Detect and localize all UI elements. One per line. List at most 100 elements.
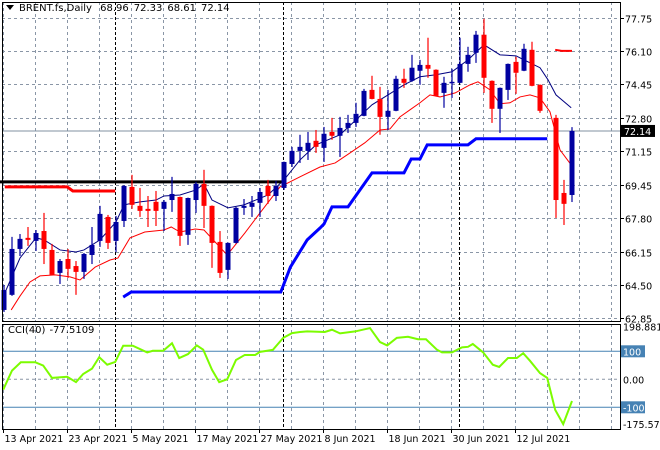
price-label: 67.80 [625,215,652,226]
price-label: 62.85 [625,315,652,326]
date-label: 13 Apr 2021 [5,434,64,445]
candle-bull [17,238,23,249]
candle-bull [249,202,255,207]
candle-bull [233,207,239,243]
price-label: 72.80 [625,115,652,126]
candle-bear [401,78,407,83]
cci-value: -77.5109 [49,325,95,336]
candle-bull [281,161,287,188]
cci-axis-label: -175.579 [623,420,660,431]
candle-bull [241,205,247,208]
candle-bull [257,191,263,203]
candle-bull [305,142,311,151]
candle-bear [265,185,271,196]
candle-bull [385,110,391,117]
cci-panel-border [2,324,621,430]
candle-bull [113,221,119,241]
candle-bear [561,192,567,204]
candle-bull [497,87,503,109]
candle-bull [505,63,511,90]
candle-bear [513,61,519,73]
candle-bull [449,81,455,84]
price-label: 66.15 [625,249,652,260]
price-label: 64.50 [625,282,652,293]
candle-bull [9,248,15,295]
candle-bull [465,54,471,64]
candle-bear [425,64,431,69]
candle-bull [441,82,447,93]
candle-bear [217,241,223,273]
price-label: 77.75 [625,15,652,26]
resistance-red-line [4,185,116,193]
cci-level-badge [621,401,645,414]
candle-bear [49,249,55,275]
cci-name: CCI(40) [8,325,46,336]
candle-bear [105,216,111,243]
ma-slow-line [10,81,572,311]
candle-bear [129,186,135,205]
candle-bull [473,34,479,53]
candle-bull [169,193,175,201]
candle-bull [569,130,575,195]
candle-bull [289,150,295,164]
price-label: 69.45 [625,182,652,193]
candle-bear [537,84,543,111]
candle-bear [489,80,495,109]
date-label: 30 Jun 2021 [453,434,510,445]
current-price-label: 72.14 [624,127,651,138]
candle-bear [145,208,151,211]
chart-frame [2,2,621,430]
chart-header: BRENT.fs,Daily 68.96 72.33 68.61 72.14 [6,3,235,14]
candle-bull [57,261,63,273]
cci-level-badge [621,345,645,358]
candle-bear [313,140,319,147]
candle-bull [33,233,39,241]
candle-bear [73,266,79,272]
candle-bull [361,90,367,116]
support-line [122,137,548,299]
candle-bull [121,185,127,221]
cci-axis-label: 100 [623,347,641,358]
open-value: 68.96 [100,3,129,14]
candle-bull [185,198,191,235]
resistance-red-recent-line [555,48,572,52]
candle-bull [97,213,103,241]
price-label: 76.10 [625,48,652,59]
dropdown-triangle-icon[interactable] [6,5,14,10]
candle-bull [297,146,303,151]
candle-bull [81,253,87,272]
candle-bear [377,98,383,117]
candle-bear [137,205,143,211]
candle-bull [193,183,199,201]
candle-bull [393,78,399,111]
indicator-lines [0,44,573,427]
candle-bear [481,34,487,78]
price-axis: 77.75 76.10 74.45 72.80 71.15 69.45 67.80 66.15… [620,15,660,431]
candle-bear [25,237,31,240]
candle-bull [457,63,463,83]
candle-bull [521,48,527,71]
candle-bull [337,127,343,136]
candle-bull [225,242,231,270]
current-price-badge [621,124,655,137]
cci-axis-label: 0.00 [623,375,644,386]
date-label: 23 Apr 2021 [69,434,128,445]
candle-bear [553,117,559,201]
low-value: 68.61 [167,3,197,14]
cci-levels [2,350,620,408]
candle-bear [201,183,207,206]
high-value: 72.33 [133,3,163,14]
candle-bull [161,201,167,209]
candle-bull [321,133,327,148]
cci-axis-label: -100 [623,403,645,414]
date-label: 27 May 2021 [261,434,323,445]
cci-line [2,326,573,427]
candle-bull [89,244,95,255]
candle-bear [529,49,535,86]
time-axis: 13 Apr 2021 23 Apr 2021 5 May 2021 17 May 2… [3,429,570,445]
candle-bear [433,69,439,96]
candles [1,18,575,312]
date-label: 8 Jun 2021 [325,434,376,445]
candle-bear [41,231,47,249]
